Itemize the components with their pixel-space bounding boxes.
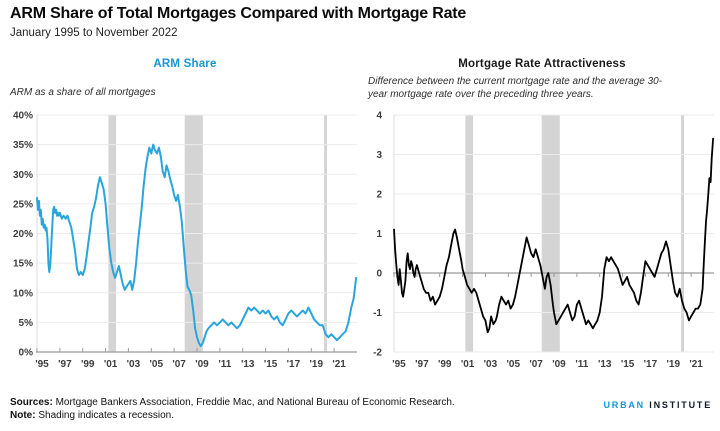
arm-share-chart: '95 '97 '99 '01 '03 '05 '07 '09 '11 '13 '15 '17 '19 '… xyxy=(13,111,358,370)
x-tick-label: '11 xyxy=(575,359,588,370)
y-tick-label: 1 xyxy=(376,229,382,240)
x-tick-label: '15 xyxy=(621,359,635,370)
x-tick-label: '13 xyxy=(598,359,612,370)
y-tick-label: 3 xyxy=(376,150,382,161)
x-tick-label: '05 xyxy=(150,359,164,370)
urban-institute-logo: URBAN INSTITUTE xyxy=(603,400,712,410)
logo-urban-text: URBAN xyxy=(603,400,645,410)
y-tick-label: 20% xyxy=(13,229,33,240)
mortgage-rate-line xyxy=(393,137,715,334)
x-tick-label: '07 xyxy=(172,359,186,370)
note-label: Note: xyxy=(10,410,36,421)
y-tick-label: 0 xyxy=(376,269,382,280)
x-tick-label: '03 xyxy=(484,359,498,370)
logo-institute-text: INSTITUTE xyxy=(649,400,712,410)
x-tick-label: '17 xyxy=(644,359,658,370)
x-tick-label: '07 xyxy=(529,359,543,370)
x-tick-label: '99 xyxy=(81,359,95,370)
x-tick-label: '11 xyxy=(218,359,231,370)
sources-text: Mortgage Bankers Association, Freddie Ma… xyxy=(52,397,455,408)
x-tick-label: '99 xyxy=(438,359,452,370)
y-tick-label: 4 xyxy=(376,111,382,122)
x-tick-label: '09 xyxy=(552,359,566,370)
mortgage-rate-chart: '95 '97 '99 '01 '03 '05 '07 '09 '11 '13 '15 '17 '19 '… xyxy=(373,111,715,370)
y-tick-label: 35% xyxy=(13,140,33,151)
mortgage-rate-axis-note: Difference between the current mortgage … xyxy=(368,76,663,100)
page-title: ARM Share of Total Mortgages Compared wi… xyxy=(10,5,467,22)
note-text: Shading indicates a recession. xyxy=(35,410,174,421)
arm-share-line xyxy=(36,143,358,348)
x-tick-label: '19 xyxy=(667,359,681,370)
mortgage-rate-chart-title: Mortgage Rate Attractiveness xyxy=(458,58,626,70)
y-tick-label: 5% xyxy=(19,318,34,329)
y-tick-label: 15% xyxy=(13,259,33,270)
x-tick-label: '03 xyxy=(127,359,141,370)
x-tick-label: '21 xyxy=(332,359,346,370)
x-tick-label: '97 xyxy=(58,359,72,370)
x-tick-label: '01 xyxy=(104,359,118,370)
x-tick-label: '15 xyxy=(264,359,278,370)
y-tick-label: -2 xyxy=(373,348,382,359)
arm-share-axis-note: ARM as a share of all mortgages xyxy=(10,87,156,98)
x-tick-label: '97 xyxy=(415,359,429,370)
x-tick-label: '17 xyxy=(287,359,301,370)
arm-share-chart-title: ARM Share xyxy=(153,58,217,70)
x-tick-label: '19 xyxy=(310,359,324,370)
x-tick-label: '13 xyxy=(241,359,255,370)
x-tick-label: '95 xyxy=(35,359,49,370)
note-line: Note: Shading indicates a recession. xyxy=(10,410,174,421)
y-tick-label: -1 xyxy=(373,308,382,319)
y-tick-label: 40% xyxy=(13,111,33,122)
x-tick-label: '05 xyxy=(507,359,521,370)
x-tick-label: '09 xyxy=(195,359,209,370)
y-tick-label: 2 xyxy=(376,190,382,201)
x-tick-label: '95 xyxy=(392,359,406,370)
y-tick-label: 30% xyxy=(13,170,33,181)
y-tick-label: 10% xyxy=(13,288,33,299)
sources-line: Sources: Mortgage Bankers Association, F… xyxy=(10,397,455,408)
x-tick-label: '21 xyxy=(689,359,703,370)
sources-label: Sources: xyxy=(10,397,53,408)
y-tick-label: 25% xyxy=(13,199,33,210)
y-tick-label: 0% xyxy=(19,348,34,359)
x-tick-label: '01 xyxy=(461,359,475,370)
page-subtitle: January 1995 to November 2022 xyxy=(10,27,178,39)
